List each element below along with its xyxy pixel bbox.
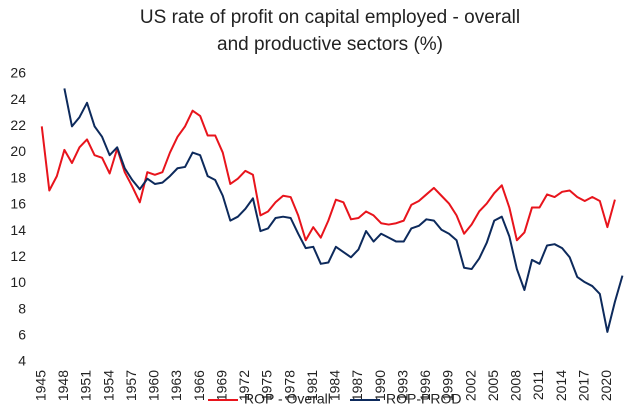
x-tick-label: 1951 xyxy=(78,370,94,401)
x-tick-label: 1945 xyxy=(32,370,48,401)
x-tick-label: 1987 xyxy=(349,370,365,401)
y-tick-label: 22 xyxy=(10,117,26,133)
legend-label: ROP - Overall xyxy=(244,391,331,407)
series-line xyxy=(63,88,624,333)
x-tick-label: 1999 xyxy=(440,370,456,401)
x-tick-label: 1978 xyxy=(281,370,297,401)
x-tick-label: 2011 xyxy=(530,370,546,400)
legend-label: ROP-PROD xyxy=(386,391,461,407)
x-tick-label: 2014 xyxy=(553,370,569,401)
x-tick-label: 2020 xyxy=(598,370,614,401)
y-tick-label: 10 xyxy=(10,274,26,290)
x-tick-label: 2002 xyxy=(462,370,478,401)
x-tick-label: 1954 xyxy=(100,370,116,401)
x-tick-label: 1990 xyxy=(372,370,388,401)
chart-title: US rate of profit on capital employed - … xyxy=(139,7,521,55)
x-tick-label: 1993 xyxy=(394,370,410,401)
y-tick-label: 24 xyxy=(10,91,26,107)
x-tick-label: 1975 xyxy=(259,370,275,401)
y-tick-label: 26 xyxy=(10,65,26,81)
y-tick-label: 12 xyxy=(10,248,26,264)
y-tick-label: 8 xyxy=(18,300,26,316)
series-line xyxy=(40,109,616,242)
x-tick-label: 1963 xyxy=(168,370,184,401)
y-tick-label: 16 xyxy=(10,196,26,212)
x-tick-label: 2005 xyxy=(485,370,501,401)
x-tick-label: 1996 xyxy=(417,370,433,401)
x-tick-label: 2008 xyxy=(508,370,524,401)
x-tick-label: 1984 xyxy=(327,370,343,401)
x-tick-label: 1972 xyxy=(236,370,252,401)
y-tick-label: 4 xyxy=(18,353,26,369)
y-tick-label: 6 xyxy=(18,327,26,343)
x-tick-label: 2017 xyxy=(575,370,591,401)
y-tick-label: 18 xyxy=(10,169,26,185)
x-tick-label: 1960 xyxy=(146,370,162,401)
x-tick-label: 1957 xyxy=(123,370,139,401)
y-tick-label: 14 xyxy=(10,222,26,238)
x-tick-label: 1948 xyxy=(55,370,71,401)
y-tick-label: 20 xyxy=(10,143,26,159)
x-tick-label: 1981 xyxy=(304,370,320,401)
x-tick-label: 1966 xyxy=(191,370,207,401)
x-tick-label: 1969 xyxy=(213,370,229,401)
